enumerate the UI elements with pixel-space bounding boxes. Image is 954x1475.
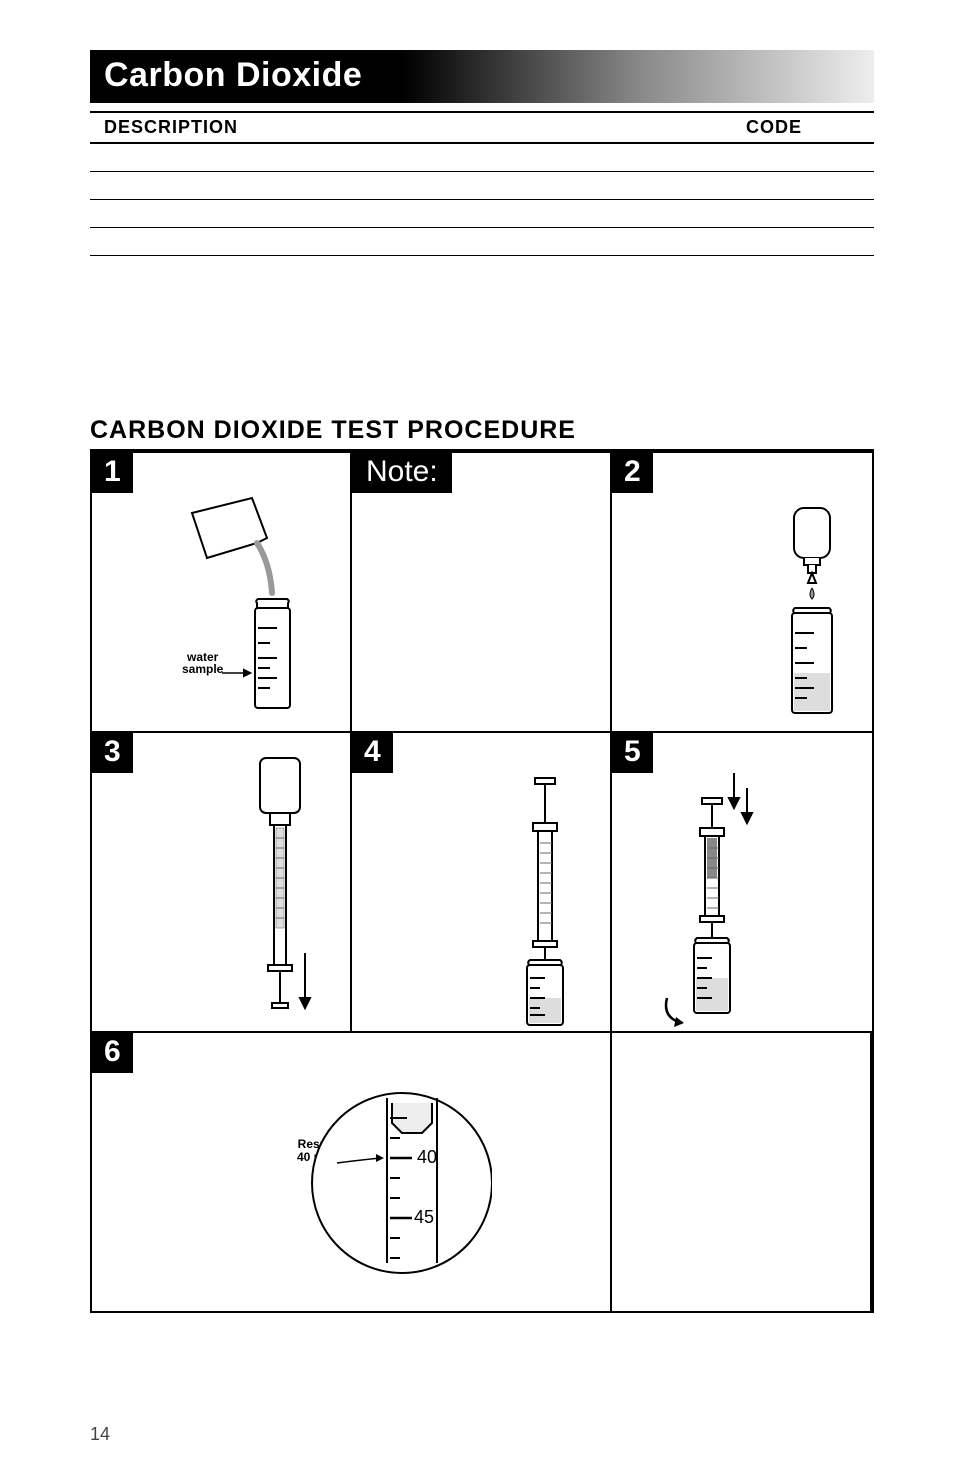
step6-illustration: 40 45 — [292, 1063, 492, 1303]
table-row — [90, 228, 874, 256]
description-table: DESCRIPTION CODE — [90, 111, 874, 256]
table-row — [90, 172, 874, 200]
page-number: 14 — [90, 1424, 110, 1445]
step-number: 2 — [612, 453, 653, 493]
step-6: 6 Result:40 ppm 40 — [92, 1031, 612, 1311]
empty-cell — [612, 1031, 872, 1311]
step-2: 2 — [612, 451, 872, 731]
tick-40: 40 — [417, 1147, 437, 1167]
procedure-heading: CARBON DIOXIDE TEST PROCEDURE — [90, 416, 874, 451]
step-number: 5 — [612, 733, 653, 773]
step-1: 1 watersample — [92, 451, 352, 731]
step-5: 5 — [612, 731, 872, 1031]
note-label: Note: — [352, 453, 452, 493]
page-title: Carbon Dioxide — [90, 50, 874, 103]
header-code: CODE — [674, 117, 874, 138]
step5-illustration — [652, 763, 792, 1031]
step-4: 4 — [352, 731, 612, 1031]
step-3: 3 — [92, 731, 352, 1031]
table-row — [90, 144, 874, 172]
step-number: 4 — [352, 733, 393, 773]
header-description: DESCRIPTION — [90, 117, 674, 138]
step3-illustration — [230, 753, 330, 1031]
table-row — [90, 200, 874, 228]
table-header-row: DESCRIPTION CODE — [90, 111, 874, 144]
step1-illustration — [162, 493, 332, 723]
tick-45: 45 — [414, 1207, 434, 1227]
note-cell: Note: — [352, 451, 612, 731]
step4-illustration — [505, 773, 585, 1031]
step2-illustration — [772, 503, 852, 723]
procedure-grid: 1 watersample — [90, 451, 874, 1313]
step-number: 3 — [92, 733, 133, 773]
step-number: 6 — [92, 1033, 133, 1073]
step-number: 1 — [92, 453, 133, 493]
